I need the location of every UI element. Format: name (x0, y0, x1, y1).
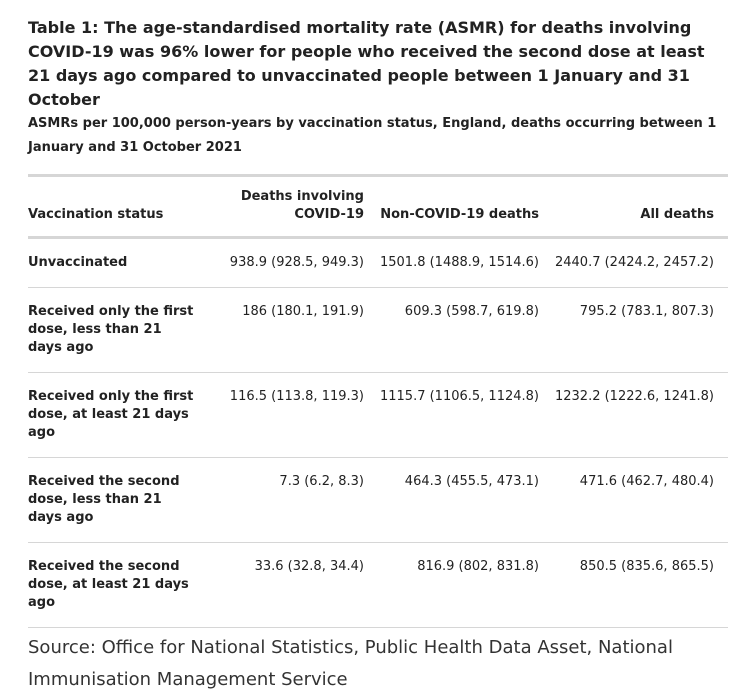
row-status: Received only the first dose, at least 2… (28, 389, 194, 440)
cell-covid: 116.5 (113.8, 119.3) (229, 389, 364, 404)
cell-all: 2440.7 (2424.2, 2457.2) (554, 255, 714, 270)
source-note: Source: Office for National Statistics, … (28, 637, 673, 690)
row-status: Received the second dose, at least 21 da… (28, 559, 189, 610)
table-caption-subtitle: ASMRs per 100,000 person-years by vaccin… (28, 116, 717, 155)
header-deaths-involving-covid: Deaths involving COVID-19 (240, 189, 364, 222)
table-row: Received the second dose, at least 21 da… (28, 543, 728, 628)
table-row: Received only the first dose, at least 2… (28, 373, 728, 458)
cell-all: 471.6 (462.7, 480.4) (579, 474, 714, 489)
cell-non-covid: 609.3 (598.7, 619.8) (404, 304, 539, 319)
header-all-deaths: All deaths (640, 207, 714, 222)
row-status: Received only the first dose, less than … (28, 304, 194, 355)
cell-covid: 186 (180.1, 191.9) (242, 304, 364, 319)
cell-all: 850.5 (835.6, 865.5) (579, 559, 714, 574)
table-row: Received the second dose, less than 21 d… (28, 458, 728, 543)
cell-covid: 938.9 (928.5, 949.3) (229, 255, 364, 270)
cell-non-covid: 464.3 (455.5, 473.1) (404, 474, 539, 489)
table-header-row: Vaccination status Deaths involving COVI… (28, 175, 728, 238)
cell-covid: 7.3 (6.2, 8.3) (279, 474, 364, 489)
table-row: Received only the first dose, less than … (28, 288, 728, 373)
table-caption-title: Table 1: The age-standardised mortality … (28, 18, 705, 109)
row-status: Received the second dose, less than 21 d… (28, 474, 180, 525)
header-vaccination-status: Vaccination status (28, 207, 164, 222)
cell-all: 795.2 (783.1, 807.3) (579, 304, 714, 319)
cell-non-covid: 1115.7 (1106.5, 1124.8) (379, 389, 539, 404)
cell-covid: 33.6 (32.8, 34.4) (254, 559, 364, 574)
header-non-covid-deaths: Non-COVID-19 deaths (380, 207, 539, 222)
table-row: Unvaccinated 938.9 (928.5, 949.3) 1501.8… (28, 238, 728, 288)
row-status: Unvaccinated (28, 255, 128, 270)
mortality-table: Vaccination status Deaths involving COVI… (28, 174, 728, 628)
cell-all: 1232.2 (1222.6, 1241.8) (554, 389, 714, 404)
cell-non-covid: 1501.8 (1488.9, 1514.6) (379, 255, 539, 270)
cell-non-covid: 816.9 (802, 831.8) (417, 559, 539, 574)
